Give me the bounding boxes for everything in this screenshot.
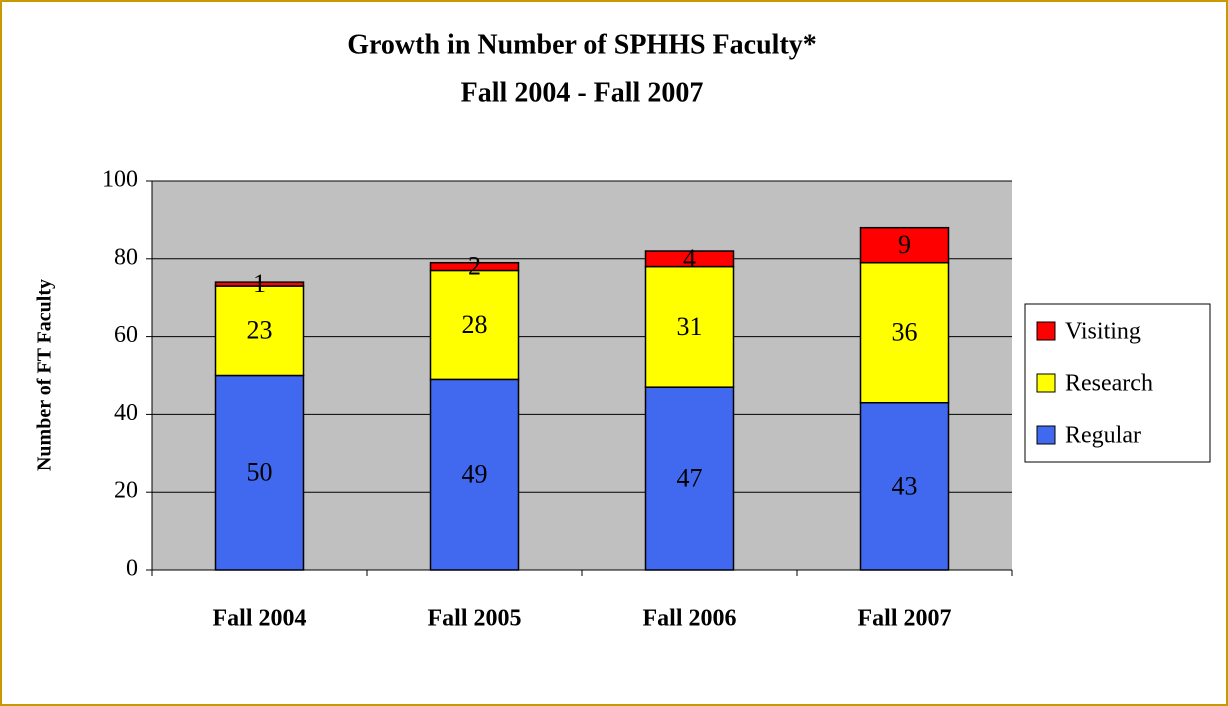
data-label: 36 — [892, 318, 918, 347]
legend-label: Regular — [1065, 423, 1141, 449]
bar-segment — [859, 401, 950, 571]
bar-segment — [214, 285, 305, 377]
data-label: 31 — [677, 312, 703, 341]
legend-label: Visiting — [1065, 319, 1141, 345]
data-label: 2 — [468, 252, 481, 281]
bar-segment — [859, 261, 950, 404]
data-label: 9 — [898, 230, 911, 259]
x-tick-label: Fall 2005 — [428, 606, 522, 632]
y-axis-label: Number of FT Faculty — [34, 279, 56, 471]
data-label: 50 — [247, 458, 273, 487]
legend-swatch — [1036, 373, 1056, 393]
bar-segment — [429, 378, 520, 571]
bar-segment — [429, 261, 520, 272]
legend-box — [1024, 303, 1211, 463]
y-tick-label: 40 — [114, 400, 138, 426]
data-label: 23 — [247, 316, 273, 345]
bar-segment — [214, 281, 305, 287]
x-tick-label: Fall 2007 — [858, 606, 952, 632]
y-tick-label: 0 — [126, 556, 138, 582]
x-tick-label: Fall 2004 — [213, 606, 307, 632]
chart-subtitle: Fall 2004 - Fall 2007 — [461, 77, 704, 108]
y-tick-label: 80 — [114, 244, 138, 270]
bar-segment — [644, 250, 735, 268]
legend-swatch — [1036, 425, 1056, 445]
data-label: 1 — [253, 269, 266, 298]
y-tick-label: 60 — [114, 322, 138, 348]
data-label: 4 — [683, 244, 696, 273]
bar-segment — [859, 226, 950, 264]
data-label: 49 — [462, 460, 488, 489]
y-tick-label: 20 — [114, 478, 138, 504]
chart-title: Growth in Number of SPHHS Faculty* — [347, 29, 817, 60]
bar-segment — [644, 386, 735, 571]
x-tick-label: Fall 2006 — [643, 606, 737, 632]
y-tick-label: 100 — [102, 167, 138, 193]
legend-swatch — [1036, 321, 1056, 341]
data-label: 43 — [892, 471, 918, 500]
data-label: 28 — [462, 310, 488, 339]
bar-segment — [214, 374, 305, 571]
legend-label: Research — [1065, 371, 1153, 397]
bar-segment — [644, 265, 735, 388]
data-label: 47 — [677, 464, 703, 493]
